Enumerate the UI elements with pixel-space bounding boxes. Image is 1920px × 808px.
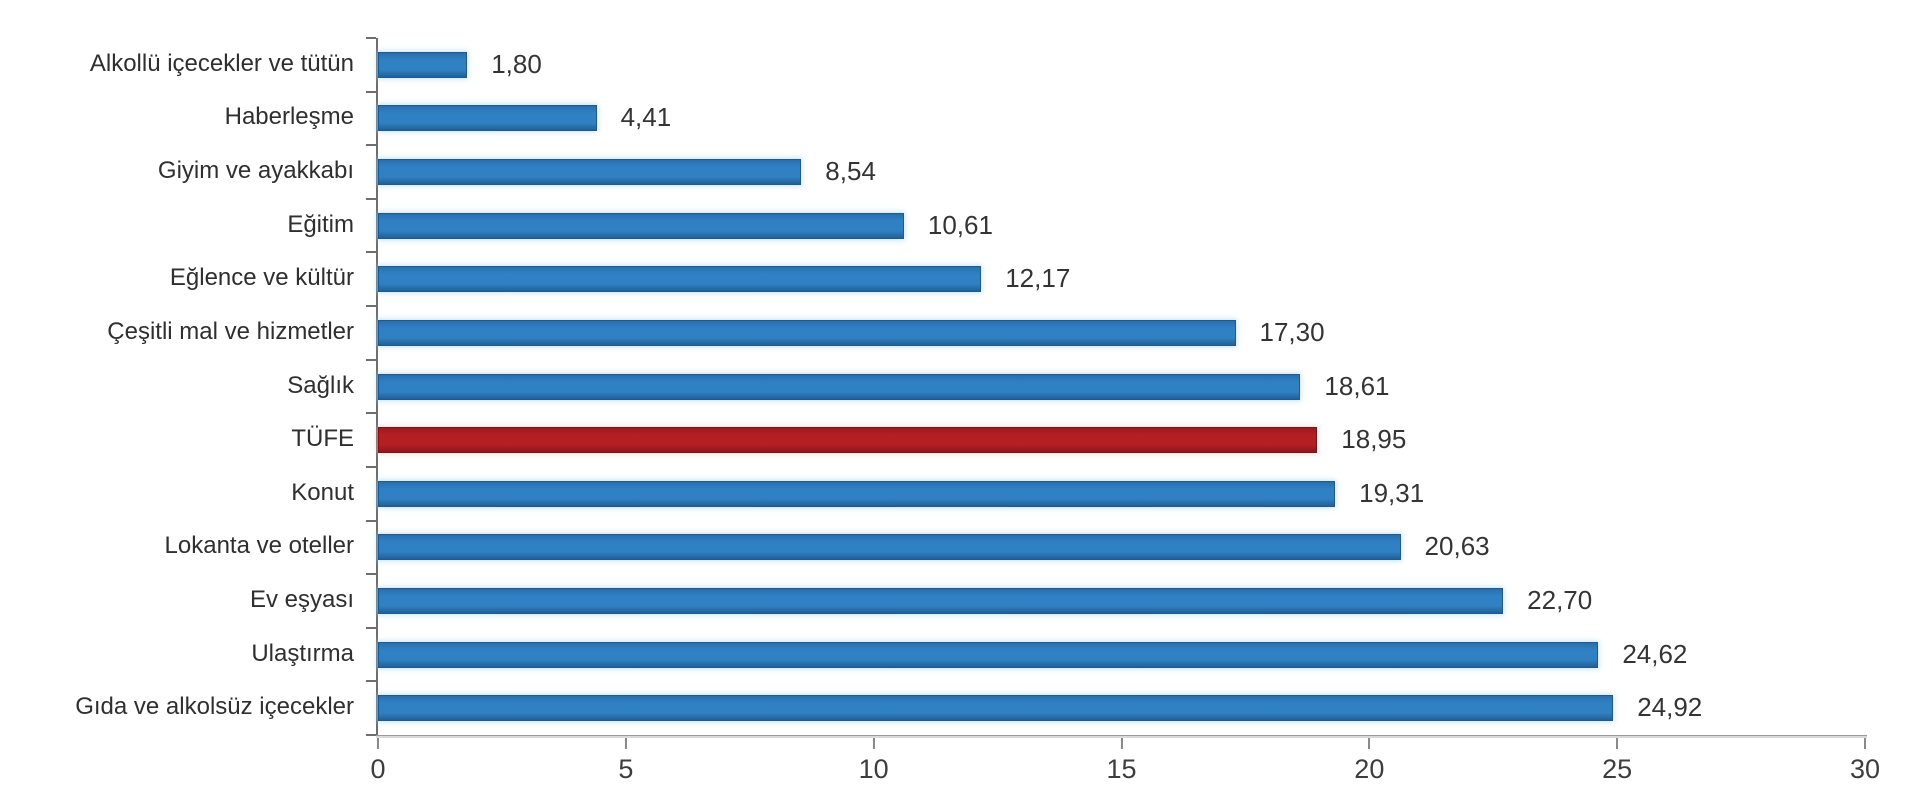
y-axis-tick xyxy=(366,573,376,576)
x-axis-tick-label: 30 xyxy=(1849,754,1881,784)
category-label: Çeşitli mal ve hizmetler xyxy=(107,317,354,345)
y-axis-tick xyxy=(366,37,376,39)
bar xyxy=(378,105,597,132)
y-axis-tick xyxy=(366,680,376,683)
y-axis-line xyxy=(376,38,378,737)
x-axis-line xyxy=(376,735,1867,738)
category-label: Eğitim xyxy=(287,210,354,238)
value-label: 4,41 xyxy=(620,102,672,133)
y-axis-tick xyxy=(366,626,376,629)
bar xyxy=(378,534,1401,561)
x-axis-tick xyxy=(872,738,875,749)
x-axis-tick-label: 0 xyxy=(370,754,386,784)
x-axis-tick xyxy=(1616,738,1619,749)
y-axis-tick xyxy=(366,251,376,254)
value-label: 10,61 xyxy=(927,209,993,240)
value-label: 20,63 xyxy=(1424,531,1490,562)
bar xyxy=(378,51,468,78)
x-axis-tick-label: 15 xyxy=(1106,754,1137,784)
bar-highlight xyxy=(378,427,1318,454)
y-axis-tick xyxy=(366,412,376,415)
category-label: Gıda ve alkolsüz içecekler xyxy=(75,693,354,721)
y-axis-tick xyxy=(366,197,376,200)
x-axis-tick-label: 5 xyxy=(618,754,634,784)
y-axis-tick xyxy=(366,144,376,147)
value-label: 24,92 xyxy=(1637,692,1703,723)
category-label: Eğlence ve kültür xyxy=(169,264,354,292)
value-label: 8,54 xyxy=(825,156,876,187)
category-label: Ulaştırma xyxy=(251,639,354,667)
category-label: TÜFE xyxy=(291,425,354,453)
category-label: Ev eşyası xyxy=(249,585,354,613)
category-label: Lokanta ve oteller xyxy=(164,532,354,560)
category-label: Konut xyxy=(291,478,354,506)
value-label: 12,17 xyxy=(1005,263,1071,294)
value-label: 22,70 xyxy=(1527,584,1593,615)
category-label: Haberleşme xyxy=(224,103,354,131)
bar xyxy=(378,373,1301,400)
category-label: Alkollü içecekler ve tütün xyxy=(89,49,354,77)
x-axis-tick xyxy=(1368,738,1371,749)
value-label: 17,30 xyxy=(1259,316,1325,347)
bar xyxy=(378,266,982,293)
x-axis-tick-label: 10 xyxy=(858,754,889,784)
y-axis-tick xyxy=(366,358,376,361)
value-label: 18,61 xyxy=(1324,370,1390,401)
x-axis-tick xyxy=(1120,738,1123,749)
x-axis-tick-label: 25 xyxy=(1602,754,1633,784)
category-label: Sağlık xyxy=(287,371,354,399)
y-axis-tick xyxy=(366,90,376,93)
x-axis-tick xyxy=(624,738,627,749)
y-axis-tick xyxy=(366,734,376,736)
bar xyxy=(378,212,904,239)
bar xyxy=(378,480,1336,507)
value-label: 19,31 xyxy=(1359,477,1425,508)
category-label: Giyim ve ayakkabı xyxy=(157,157,354,185)
bar xyxy=(378,695,1614,722)
bar xyxy=(378,159,802,186)
y-axis-tick xyxy=(366,465,376,468)
y-axis-tick xyxy=(366,305,376,308)
bar xyxy=(378,641,1599,668)
value-label: 24,62 xyxy=(1622,638,1688,669)
x-axis-tick xyxy=(377,738,379,749)
value-label: 1,80 xyxy=(491,48,542,79)
plot-area: Alkollü içecekler ve tütün 1,80 Haberleşme… xyxy=(75,37,1880,784)
bar xyxy=(378,319,1236,346)
x-axis-tick xyxy=(1864,738,1866,749)
y-axis-tick xyxy=(366,519,376,522)
bar xyxy=(378,587,1504,614)
value-label: 18,95 xyxy=(1341,424,1407,455)
x-axis-tick-label: 20 xyxy=(1354,754,1385,784)
